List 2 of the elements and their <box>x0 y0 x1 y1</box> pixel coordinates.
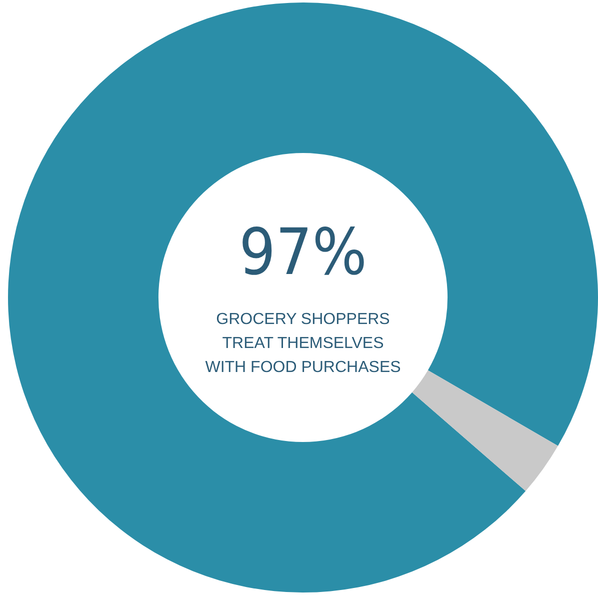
data-label: 97% <box>239 216 367 290</box>
text: GROCERY SHOPPERS TREAT THEMSELVES WITH FOOD PURCHASES <box>205 310 401 376</box>
